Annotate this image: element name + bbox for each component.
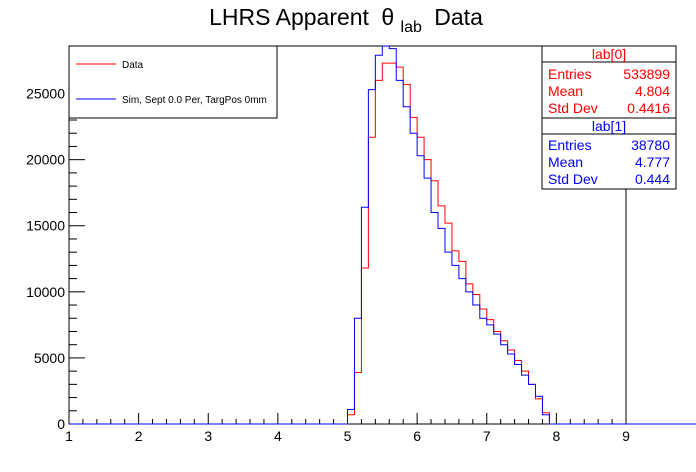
y-tick-label: 15000 <box>26 218 65 234</box>
chart-title-main: LHRS Apparent <box>209 4 369 30</box>
x-tick-label: 6 <box>413 428 421 444</box>
legend-box <box>68 45 278 119</box>
x-axis: 1 2 3 4 5 6 7 8 9 <box>65 413 630 444</box>
stats-box-lab0-label-mean: Mean <box>548 83 583 99</box>
x-tick-label: 5 <box>344 428 352 444</box>
stats-box-lab0-value-entries: 533899 <box>623 66 670 82</box>
chart-title-suffix: Data <box>434 4 483 30</box>
chart-title: LHRS Apparent θ lab Data <box>209 4 483 37</box>
stats-box-lab0-frame <box>541 45 677 119</box>
stats-box-lab1: lab[1] Entries 38780 Mean 4.777 Std Dev … <box>541 117 677 190</box>
series-line-sim <box>69 45 696 425</box>
stats-box-lab0-label-stddev: Std Dev <box>548 100 598 116</box>
chart-title-subscript: lab <box>401 19 422 36</box>
x-tick-label: 4 <box>274 428 282 444</box>
legend-entry-data: Data <box>122 60 144 71</box>
legend-entry-sim: Sim, Sept 0.0 Per, TargPos 0mm <box>122 95 267 106</box>
stats-box-lab0-value-mean: 4.804 <box>635 83 670 99</box>
stats-box-lab1-frame <box>541 117 677 190</box>
y-tick-label: 20000 <box>26 152 65 168</box>
x-tick-label: 7 <box>483 428 491 444</box>
y-axis: 0 5000 10000 15000 20000 25000 <box>26 53 85 432</box>
stats-box-lab0: lab[0] Entries 533899 Mean 4.804 Std Dev… <box>541 45 677 119</box>
y-tick-label: 10000 <box>26 284 65 300</box>
y-tick-label: 25000 <box>26 86 65 102</box>
series-layer <box>69 45 696 425</box>
stats-box-lab1-value-stddev: 0.444 <box>635 171 670 187</box>
y-tick-label: 5000 <box>34 350 65 366</box>
stats-box-lab1-label-mean: Mean <box>548 154 583 170</box>
legend: Data Sim, Sept 0.0 Per, TargPos 0mm <box>68 45 278 119</box>
stats-box-lab1-label-stddev: Std Dev <box>548 171 598 187</box>
x-tick-label: 2 <box>135 428 143 444</box>
stats-box-lab1-label-entries: Entries <box>548 137 592 153</box>
stats-box-lab1-value-mean: 4.777 <box>635 154 670 170</box>
x-tick-label: 1 <box>65 428 73 444</box>
x-tick-label: 9 <box>622 428 630 444</box>
x-tick-label: 8 <box>552 428 560 444</box>
stats-box-lab1-header: lab[1] <box>592 118 626 134</box>
stats-box-lab1-value-entries: 38780 <box>631 137 670 153</box>
y-tick-label: 0 <box>57 416 65 432</box>
stats-box-lab0-label-entries: Entries <box>548 66 592 82</box>
stats-box-lab0-header: lab[0] <box>592 46 626 62</box>
x-tick-label: 3 <box>204 428 212 444</box>
chart-title-symbol: θ <box>381 4 394 30</box>
stats-box-lab0-value-stddev: 0.4416 <box>627 100 670 116</box>
